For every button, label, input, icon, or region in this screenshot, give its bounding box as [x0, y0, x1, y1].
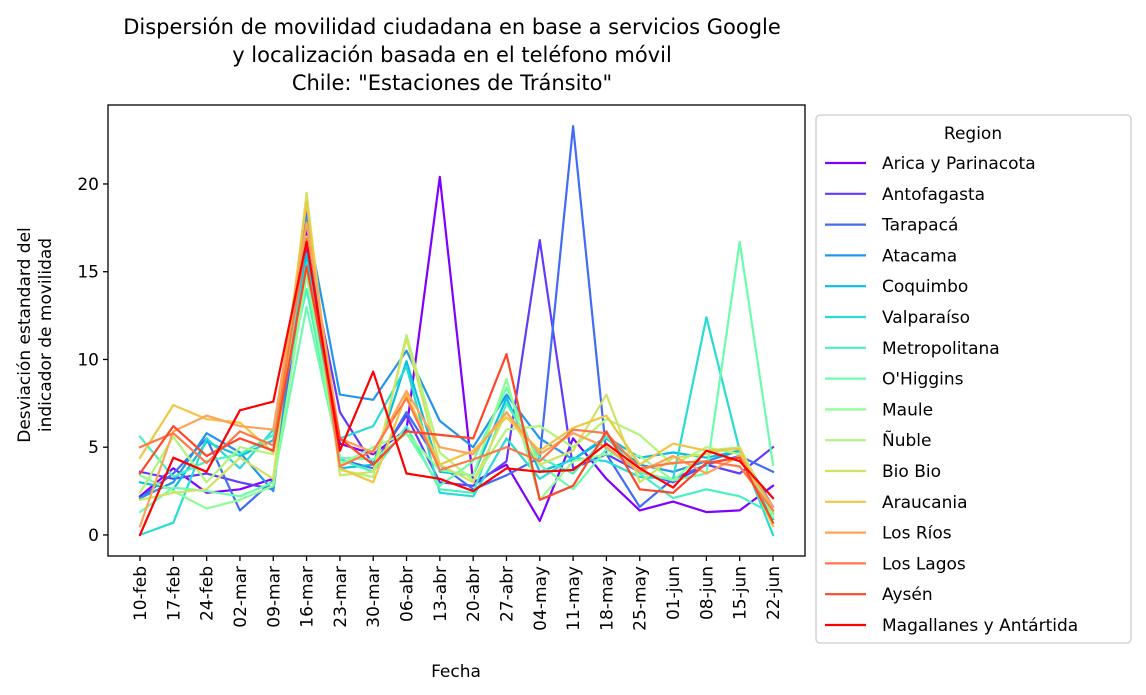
legend-label-7: O'Higgins: [882, 370, 964, 390]
x-tick-label-18: 15-jun: [731, 566, 751, 620]
x-tick-label-12: 04-may: [531, 566, 551, 631]
series-line-14: [138, 265, 775, 525]
legend-label-2: Tarapacá: [881, 216, 958, 236]
x-tick-label-19: 22-jun: [764, 566, 784, 620]
y-axis-label-line-1: Desviación estandard del: [15, 227, 35, 443]
legend-label-0: Arica y Parinacota: [882, 154, 1036, 174]
x-tick-label-8: 06-abr: [398, 566, 418, 622]
y-axis-label-line-2: indicador de movilidad: [36, 238, 56, 432]
legend-label-6: Metropolitana: [882, 339, 1000, 359]
legend-label-1: Antofagasta: [882, 185, 985, 205]
title-line-1: Dispersión de movilidad ciudadana en bas…: [123, 15, 781, 39]
x-tick-label-9: 13-abr: [431, 566, 451, 622]
y-tick-label-0: 0: [88, 526, 99, 546]
x-tick-label-11: 27-abr: [498, 566, 518, 622]
x-tick-label-6: 23-mar: [331, 566, 351, 628]
x-axis-label: Fecha: [431, 662, 481, 682]
legend-frame: [815, 114, 1132, 644]
series-line-0: [138, 175, 775, 523]
x-tick-label-10: 20-abr: [464, 566, 484, 622]
series-line-3: [138, 218, 775, 509]
series-line-13: [138, 237, 775, 512]
series-lines: [138, 124, 775, 537]
legend-label-10: Bio Bio: [882, 462, 941, 482]
chart-title: Dispersión de movilidad ciudadana en bas…: [123, 15, 781, 95]
legend-label-11: Araucania: [882, 493, 968, 513]
x-tick-label-5: 16-mar: [298, 566, 318, 628]
legend-label-15: Magallanes y Antártida: [882, 616, 1078, 636]
x-tick-label-13: 11-may: [564, 566, 584, 631]
legend-label-12: Los Ríos: [882, 524, 952, 544]
x-tick-label-4: 09-mar: [264, 566, 284, 628]
y-tick-label-1: 5: [88, 438, 99, 458]
legend-title: Region: [944, 124, 1002, 144]
x-tick-label-15: 25-may: [631, 566, 651, 631]
y-axis: 0 5 10 15 20: [77, 175, 108, 546]
x-tick-label-1: 17-feb: [164, 566, 184, 621]
legend-label-5: Valparaíso: [882, 308, 970, 328]
x-tick-label-3: 02-mar: [231, 566, 251, 628]
x-axis: 10-feb 17-feb 24-feb 02-mar 09-mar 16-mar 23-m…: [131, 556, 784, 631]
series-line-5: [138, 261, 775, 537]
legend: Region Arica y Parinacota Antofagasta Tara…: [815, 114, 1132, 644]
x-tick-label-16: 01-jun: [664, 566, 684, 620]
plot-frame: [107, 104, 806, 557]
series-line-10: [138, 191, 775, 514]
series-line-12: [138, 221, 775, 528]
legend-label-3: Atacama: [882, 246, 957, 266]
y-axis-label: Desviación estandard del indicador de mo…: [15, 227, 56, 443]
title-line-2: y localización basada en el teléfono móv…: [232, 43, 672, 67]
legend-label-14: Aysén: [882, 585, 933, 605]
x-tick-label-2: 24-feb: [198, 566, 218, 621]
legend-items: Arica y Parinacota Antofagasta Tarapacá Ata…: [825, 154, 1078, 636]
legend-label-9: Ñuble: [882, 429, 931, 451]
legend-label-13: Los Lagos: [882, 554, 966, 574]
x-tick-label-0: 10-feb: [131, 566, 151, 621]
series-line-15: [138, 240, 775, 537]
y-tick-label-3: 15: [77, 263, 99, 283]
legend-label-4: Coquimbo: [882, 277, 968, 297]
y-tick-label-2: 10: [77, 350, 99, 370]
x-tick-label-14: 18-may: [597, 566, 617, 631]
series-line-6: [138, 288, 775, 516]
title-line-3: Chile: "Estaciones de Tránsito": [292, 71, 612, 95]
x-tick-label-17: 08-jun: [697, 566, 717, 620]
x-tick-label-7: 30-mar: [364, 566, 384, 628]
y-tick-label-4: 20: [77, 175, 99, 195]
legend-label-8: Maule: [882, 400, 933, 420]
